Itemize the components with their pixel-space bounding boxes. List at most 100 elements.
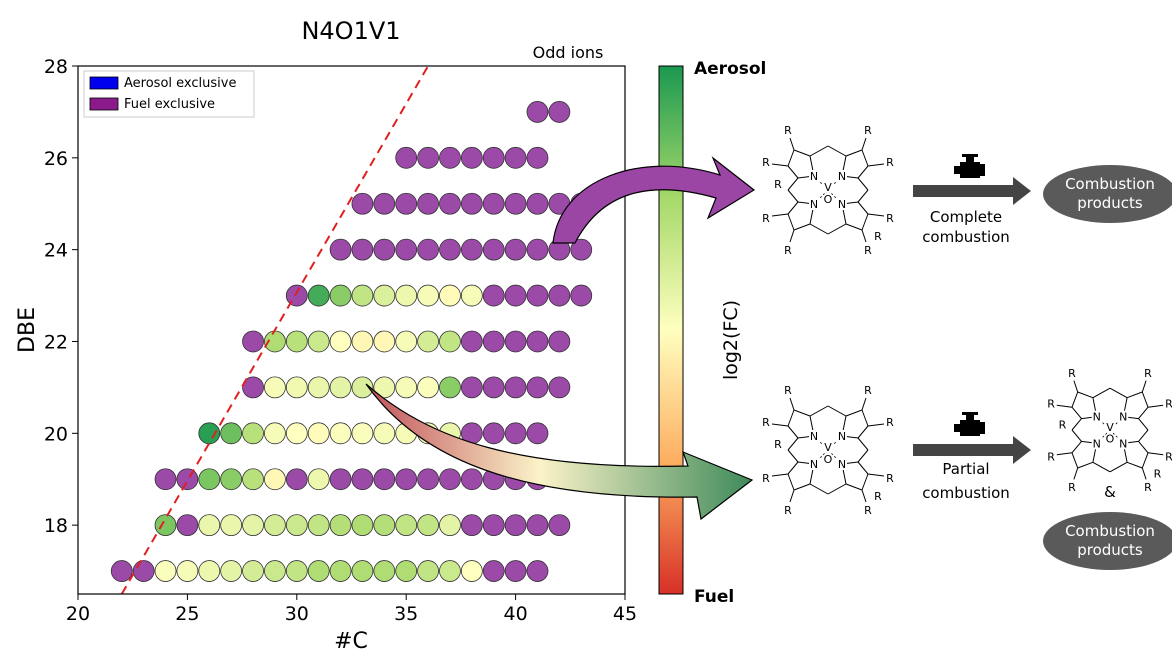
bond <box>867 163 885 167</box>
bond <box>857 425 869 439</box>
data-point <box>351 376 374 399</box>
data-point <box>460 192 483 215</box>
data-point <box>154 560 177 582</box>
bond <box>857 165 869 179</box>
oxygen-label: O <box>1106 433 1115 446</box>
bond <box>793 149 811 157</box>
data-point <box>351 284 374 307</box>
data-point <box>460 146 483 169</box>
data-point <box>439 192 461 215</box>
data-point <box>351 514 374 537</box>
bond <box>1126 391 1143 399</box>
data-point <box>264 468 286 491</box>
data-point <box>395 468 418 491</box>
r-group-label: R <box>864 244 872 257</box>
bond <box>787 201 799 215</box>
bond <box>787 473 795 491</box>
r-group-label: R <box>874 230 882 243</box>
colorbar-axis-label: log2(FC) <box>720 300 742 380</box>
complete-label-line2: combustion <box>922 228 1010 246</box>
data-point <box>242 330 264 353</box>
nitrogen-label: N <box>1093 437 1101 450</box>
atom-bg <box>1105 420 1115 432</box>
data-point <box>307 514 330 537</box>
data-point <box>264 514 286 537</box>
legend-swatch-aerosol <box>89 76 119 90</box>
data-point <box>395 238 418 261</box>
r-group-label: R <box>1144 367 1152 380</box>
bond <box>1071 452 1079 469</box>
data-point <box>242 514 264 537</box>
data-point <box>264 376 286 399</box>
data-point <box>526 238 549 261</box>
data-point <box>460 376 483 399</box>
atom-bg <box>1118 437 1129 450</box>
bond <box>857 461 869 475</box>
data-point <box>285 422 308 445</box>
data-point <box>548 514 571 537</box>
data-point <box>526 560 549 582</box>
r-group-label: R <box>1068 367 1076 380</box>
plot-frame <box>77 65 626 595</box>
data-point <box>504 330 527 353</box>
data-point <box>351 560 374 582</box>
atom-bg <box>809 198 819 210</box>
data-point <box>417 514 439 537</box>
data-point <box>154 468 177 491</box>
bond <box>787 165 799 179</box>
partial-label-line2: combustion <box>922 484 1010 502</box>
ampersand: & <box>1104 483 1116 501</box>
data-point <box>548 101 571 123</box>
bond <box>789 137 795 151</box>
data-point <box>395 514 418 537</box>
nitrogen-label: N <box>838 458 846 471</box>
data-point <box>417 468 439 491</box>
nitrogen-label: N <box>838 170 846 183</box>
bond <box>827 145 847 157</box>
data-point <box>307 330 330 353</box>
data-point <box>439 238 461 261</box>
data-point <box>220 422 243 445</box>
legend: Aerosol exclusive Fuel exclusive <box>83 70 255 118</box>
data-point <box>460 330 483 353</box>
data-point <box>264 422 286 445</box>
data-point <box>329 330 352 353</box>
bond <box>789 229 795 243</box>
nitrogen-label: N <box>838 430 846 443</box>
bond <box>861 489 867 503</box>
bond <box>861 397 867 411</box>
data-point <box>198 560 221 582</box>
data-point <box>504 376 527 399</box>
bond <box>827 405 847 417</box>
oxygen-label: O <box>824 193 833 206</box>
engine-icon <box>954 154 985 178</box>
data-point <box>482 330 505 353</box>
bond <box>809 405 829 417</box>
bond <box>857 437 869 451</box>
complete-label-line1: Complete <box>930 208 1002 226</box>
data-point <box>395 284 418 307</box>
bond <box>857 201 869 215</box>
r-group-label: R <box>886 212 894 225</box>
data-point <box>351 330 374 353</box>
data-point <box>526 101 549 123</box>
bond <box>771 163 789 167</box>
data-point <box>395 146 418 169</box>
y-tick-label: 26 <box>44 148 68 170</box>
data-point <box>482 514 505 537</box>
data-point <box>198 514 221 537</box>
r-group-label: R <box>1154 468 1162 481</box>
data-point <box>548 284 571 307</box>
atom-bg <box>837 198 847 210</box>
data-point <box>526 376 549 399</box>
data-point <box>351 468 374 491</box>
data-point <box>526 284 549 307</box>
bond <box>789 397 795 411</box>
data-point <box>307 468 330 491</box>
atom-bg <box>1118 410 1129 423</box>
bond <box>1147 404 1164 408</box>
legend-swatch-fuel <box>89 97 119 111</box>
colorbar <box>658 65 684 595</box>
data-point <box>176 560 199 582</box>
